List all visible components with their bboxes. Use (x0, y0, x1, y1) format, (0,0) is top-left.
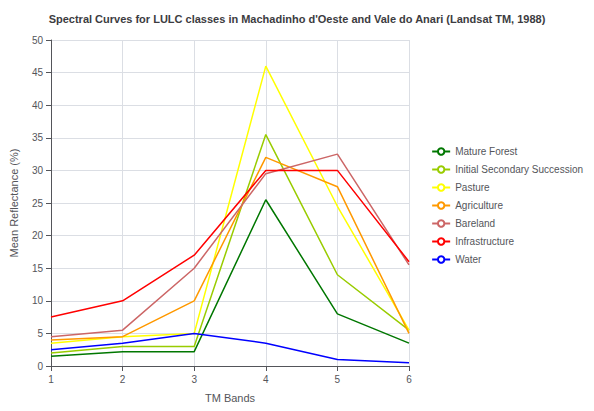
svg-text:45: 45 (32, 67, 44, 78)
svg-text:Mean Reflectance (%): Mean Reflectance (%) (8, 149, 20, 258)
svg-text:40: 40 (32, 100, 44, 111)
svg-text:25: 25 (32, 198, 44, 209)
svg-text:Spectral Curves for LULC class: Spectral Curves for LULC classes in Mach… (49, 13, 546, 25)
svg-text:15: 15 (32, 263, 44, 274)
svg-text:4: 4 (263, 374, 269, 385)
svg-text:Mature Forest: Mature Forest (455, 146, 517, 157)
svg-text:30: 30 (32, 165, 44, 176)
svg-text:5: 5 (335, 374, 341, 385)
svg-text:6: 6 (406, 374, 412, 385)
svg-text:50: 50 (32, 35, 44, 46)
svg-text:3: 3 (191, 374, 197, 385)
svg-text:2: 2 (120, 374, 126, 385)
svg-text:Initial Secondary Succession: Initial Secondary Succession (455, 164, 583, 175)
svg-text:Infrastructure: Infrastructure (455, 236, 514, 247)
svg-text:TM Bands: TM Bands (205, 392, 256, 404)
svg-text:5: 5 (37, 328, 43, 339)
svg-text:1: 1 (48, 374, 54, 385)
svg-text:0: 0 (37, 361, 43, 372)
svg-text:Pasture: Pasture (455, 182, 490, 193)
svg-text:Water: Water (455, 254, 482, 265)
svg-text:20: 20 (32, 230, 44, 241)
svg-text:Bareland: Bareland (455, 218, 495, 229)
svg-text:10: 10 (32, 295, 44, 306)
svg-text:Agriculture: Agriculture (455, 200, 503, 211)
svg-text:35: 35 (32, 132, 44, 143)
